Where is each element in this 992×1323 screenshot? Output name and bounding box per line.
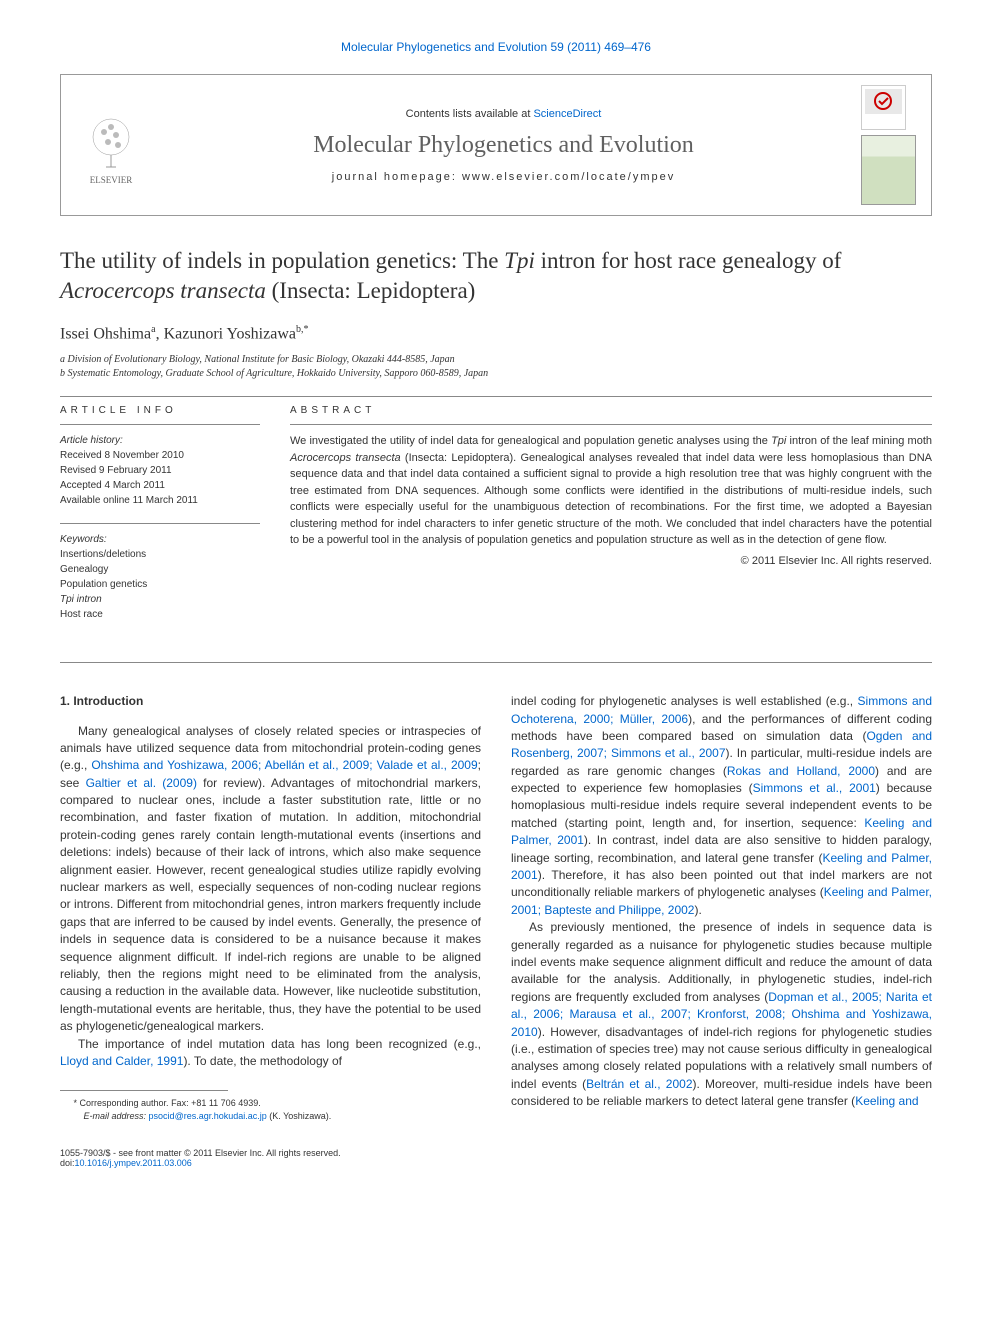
body-paragraph: Many genealogical analyses of closely re… xyxy=(60,723,481,1036)
keyword: Population genetics xyxy=(60,577,260,592)
citation-link[interactable]: Ohshima and Yoshizawa, 2006; Abellán et … xyxy=(91,758,477,772)
affiliations: a Division of Evolutionary Biology, Nati… xyxy=(60,353,932,381)
citation-link[interactable]: Rokas and Holland, 2000 xyxy=(727,764,875,778)
journal-citation: Molecular Phylogenetics and Evolution 59… xyxy=(60,40,932,54)
contents-line: Contents lists available at ScienceDirec… xyxy=(146,108,861,120)
journal-header: ELSEVIER Contents lists available at Sci… xyxy=(60,74,932,216)
contents-prefix: Contents lists available at xyxy=(406,108,534,120)
elsevier-tree-icon xyxy=(86,117,136,172)
divider xyxy=(60,424,260,425)
footer-copyright: 1055-7903/$ - see front matter © 2011 El… xyxy=(60,1148,341,1158)
keywords-label: Keywords: xyxy=(60,532,260,547)
keyword: Insertions/deletions xyxy=(60,547,260,562)
sciencedirect-link[interactable]: ScienceDirect xyxy=(533,108,601,120)
email-note: E-mail address: psocid@res.agr.hokudai.a… xyxy=(60,1110,481,1123)
body-paragraph: indel coding for phylogenetic analyses i… xyxy=(511,693,932,919)
history-label: Article history: xyxy=(60,433,260,448)
publisher-name: ELSEVIER xyxy=(90,175,133,185)
author-2: Kazunori Yoshizawa xyxy=(164,325,296,342)
body-column-left: 1. Introduction Many genealogical analys… xyxy=(60,693,481,1122)
divider xyxy=(60,523,260,524)
keyword: Host race xyxy=(60,607,260,622)
footer-left: 1055-7903/$ - see front matter © 2011 El… xyxy=(60,1148,341,1168)
header-center: Contents lists available at ScienceDirec… xyxy=(146,108,861,183)
citation-link[interactable]: Keeling and xyxy=(855,1094,918,1108)
author-1: Issei Ohshima xyxy=(60,325,151,342)
crossmark-badge xyxy=(861,85,906,130)
journal-citation-link[interactable]: Molecular Phylogenetics and Evolution 59… xyxy=(341,40,651,54)
journal-name: Molecular Phylogenetics and Evolution xyxy=(146,132,861,159)
affiliation-a: a Division of Evolutionary Biology, Nati… xyxy=(60,353,932,367)
page-footer: 1055-7903/$ - see front matter © 2011 El… xyxy=(60,1148,932,1168)
footnote-divider xyxy=(60,1090,228,1091)
authors: Issei Ohshimaa, Kazunori Yoshizawab,* xyxy=(60,324,932,343)
homepage-prefix: journal homepage: xyxy=(332,171,462,183)
article-info-column: ARTICLE INFO Article history: Received 8… xyxy=(60,405,260,637)
copyright: © 2011 Elsevier Inc. All rights reserved… xyxy=(290,555,932,567)
body-column-right: indel coding for phylogenetic analyses i… xyxy=(511,693,932,1122)
affiliation-b: b Systematic Entomology, Graduate School… xyxy=(60,367,932,381)
divider xyxy=(60,396,932,397)
received-date: Received 8 November 2010 xyxy=(60,448,260,463)
keyword: Genealogy xyxy=(60,562,260,577)
online-date: Available online 11 March 2011 xyxy=(60,493,260,508)
journal-cover-thumbnail xyxy=(861,135,916,205)
abstract-text: We investigated the utility of indel dat… xyxy=(290,433,932,549)
body-paragraph: As previously mentioned, the presence of… xyxy=(511,919,932,1110)
keyword: Tpi intron xyxy=(60,592,260,607)
doi-link[interactable]: 10.1016/j.ympev.2011.03.006 xyxy=(75,1158,192,1168)
article-info-label: ARTICLE INFO xyxy=(60,405,260,416)
homepage-line: journal homepage: www.elsevier.com/locat… xyxy=(146,171,861,183)
divider xyxy=(290,424,932,425)
article-title: The utility of indels in population gene… xyxy=(60,246,932,306)
citation-link[interactable]: Beltrán et al., 2002 xyxy=(586,1077,692,1091)
body-columns: 1. Introduction Many genealogical analys… xyxy=(60,693,932,1122)
abstract-label: ABSTRACT xyxy=(290,405,932,416)
keywords-block: Keywords: Insertions/deletions Genealogy… xyxy=(60,532,260,622)
body-paragraph: The importance of indel mutation data ha… xyxy=(60,1036,481,1071)
divider xyxy=(60,662,932,663)
section-heading: 1. Introduction xyxy=(60,693,481,710)
footer-doi: doi:10.1016/j.ympev.2011.03.006 xyxy=(60,1158,341,1168)
citation-link[interactable]: Lloyd and Calder, 1991 xyxy=(60,1054,183,1068)
publisher-logo: ELSEVIER xyxy=(76,105,146,185)
homepage-url: www.elsevier.com/locate/ympev xyxy=(462,171,675,183)
journal-cover-area xyxy=(861,85,916,205)
revised-date: Revised 9 February 2011 xyxy=(60,463,260,478)
abstract-column: ABSTRACT We investigated the utility of … xyxy=(290,405,932,637)
corresponding-author-note: * Corresponding author. Fax: +81 11 706 … xyxy=(60,1097,481,1110)
email-link[interactable]: psocid@res.agr.hokudai.ac.jp xyxy=(149,1111,267,1121)
citation-link[interactable]: Galtier et al. (2009) xyxy=(86,776,197,790)
accepted-date: Accepted 4 March 2011 xyxy=(60,478,260,493)
citation-link[interactable]: Simmons et al., 2001 xyxy=(753,781,876,795)
meta-abstract-row: ARTICLE INFO Article history: Received 8… xyxy=(60,405,932,637)
article-history: Article history: Received 8 November 201… xyxy=(60,433,260,508)
